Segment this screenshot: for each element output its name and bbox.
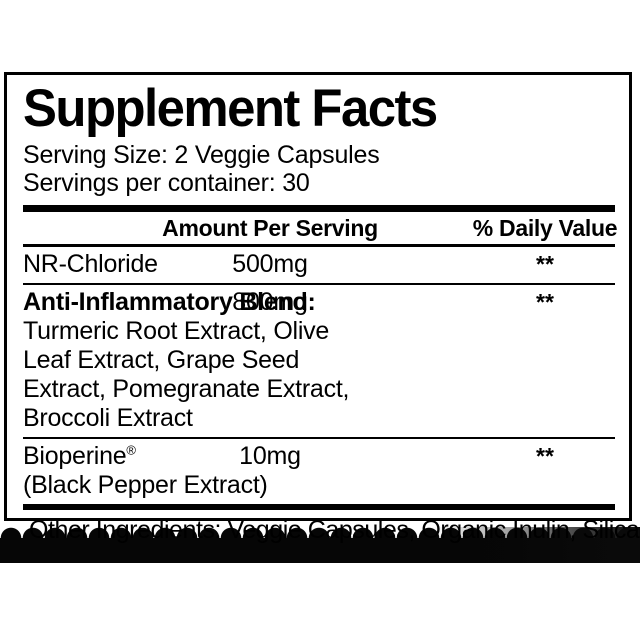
nutrient-daily-value: ** [536, 289, 554, 315]
rule-between-rows-1 [23, 283, 615, 285]
rule-between-rows-2 [23, 437, 615, 439]
column-header-row: Amount Per Serving % Daily Value [23, 214, 617, 244]
panel-title: Supplement Facts [23, 79, 438, 138]
nutrient-name-text: Bioperine [23, 442, 127, 470]
nutrient-detail: (Black Pepper Extract) [23, 471, 268, 499]
band-scallop-edge [0, 527, 640, 538]
nutrient-amount: 800mg [232, 288, 308, 316]
column-header-amount-per-serving: Amount Per Serving [162, 215, 378, 241]
serving-size-text: Serving Size: 2 Veggie Capsules [23, 141, 380, 169]
nutrient-name: NR-Chloride [23, 250, 158, 278]
band-fade-overlay [430, 527, 640, 563]
nutrient-amount: 10mg [239, 442, 301, 470]
nutrient-row: NR-Chloride 500mg ** [23, 247, 615, 283]
column-header-percent-daily-value: % Daily Value [472, 215, 618, 241]
nutrient-row: Bioperine® (Black Pepper Extract) 10mg *… [23, 439, 615, 504]
nutrient-daily-value: ** [536, 251, 554, 277]
rule-below-servings [23, 205, 615, 212]
nutrient-amount: 500mg [232, 250, 308, 278]
supplement-facts-panel: Supplement Facts Serving Size: 2 Veggie … [4, 72, 640, 544]
other-ingredients-text: Other Ingredients: Veggie Capsules, Orga… [29, 516, 640, 544]
nutrient-daily-value: ** [536, 443, 554, 469]
nutrient-name: Bioperine® [23, 442, 353, 471]
nutrient-name: Anti-Inflammatory Blend: [23, 288, 316, 316]
servings-per-container-text: Servings per container: 30 [23, 169, 310, 197]
nutrient-row: Anti-Inflammatory Blend: Turmeric Root E… [23, 285, 615, 437]
rule-above-other-ingredients [23, 504, 615, 510]
registered-trademark-icon: ® [126, 442, 136, 458]
rule-below-column-headers [23, 244, 615, 247]
nutrient-detail: Turmeric Root Extract, Olive Leaf Extrac… [23, 317, 350, 432]
product-photo-band [0, 527, 640, 563]
